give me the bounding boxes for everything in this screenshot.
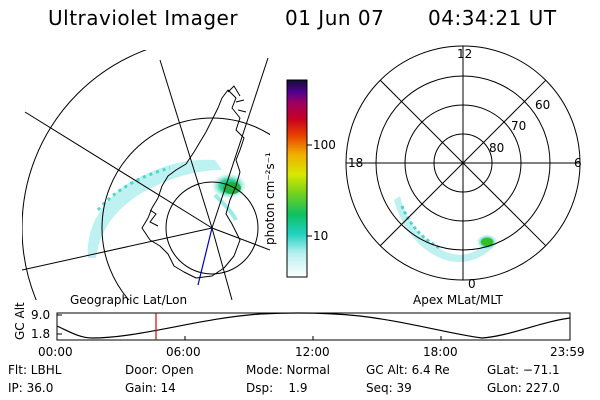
altitude-xtick: 23:59 [550,345,585,359]
colorbar-tick-100: 100 [313,138,336,152]
polar-plot [345,45,581,281]
mlt-label-bottom: 0 [468,277,476,291]
auroral-emission-left [87,159,247,258]
altitude-ytick-top: 9.0 [31,308,51,322]
observation-time: 04:34:21 UT [428,6,557,30]
mlt-label-right: 6 [574,156,582,170]
auroral-emission-right [394,196,498,262]
altitude-xtick: 06:00 [166,345,201,359]
info-glat: GLat: −71.1 [487,363,560,377]
altitude-xtick: 00:00 [38,345,73,359]
info-seq: Seq: 39 [366,381,412,395]
colorbar-unit-label: photon cm⁻²s⁻¹ [263,152,277,245]
mlat-label-60: 60 [535,98,551,112]
info-gc-alt: GC Alt: 6.4 Re [366,363,450,377]
info-filter: Flt: LBHL [8,363,62,377]
info-glon: GLon: 227.0 [487,381,560,395]
geographic-map [22,50,270,300]
left-panel-caption: Geographic Lat/Lon [70,293,188,307]
altitude-plot [56,312,571,341]
altitude-xtick: 18:00 [423,345,458,359]
altitude-xtick: 12:00 [295,345,330,359]
colorbar [286,79,312,278]
right-panel-caption: Apex MLat/MLT [413,293,503,307]
info-dsp: Dsp: 1.9 [246,381,308,395]
mlat-label-80: 80 [489,141,505,155]
altitude-ytick-bottom: 1.8 [31,327,51,341]
altitude-curve [56,312,571,339]
mlat-label-70: 70 [511,119,527,133]
mlt-label-left: 18 [348,156,364,170]
info-ip: IP: 36.0 [8,381,54,395]
colorbar-tick-10: 10 [313,229,329,243]
mlt-label-top: 12 [457,47,473,61]
info-mode: Mode: Normal [246,363,330,377]
altitude-ylabel: GC Alt [13,302,27,340]
info-gain: Gain: 14 [125,381,176,395]
instrument-title: Ultraviolet Imager [48,6,239,30]
observation-date: 01 Jun 07 [285,6,385,30]
info-door: Door: Open [125,363,194,377]
